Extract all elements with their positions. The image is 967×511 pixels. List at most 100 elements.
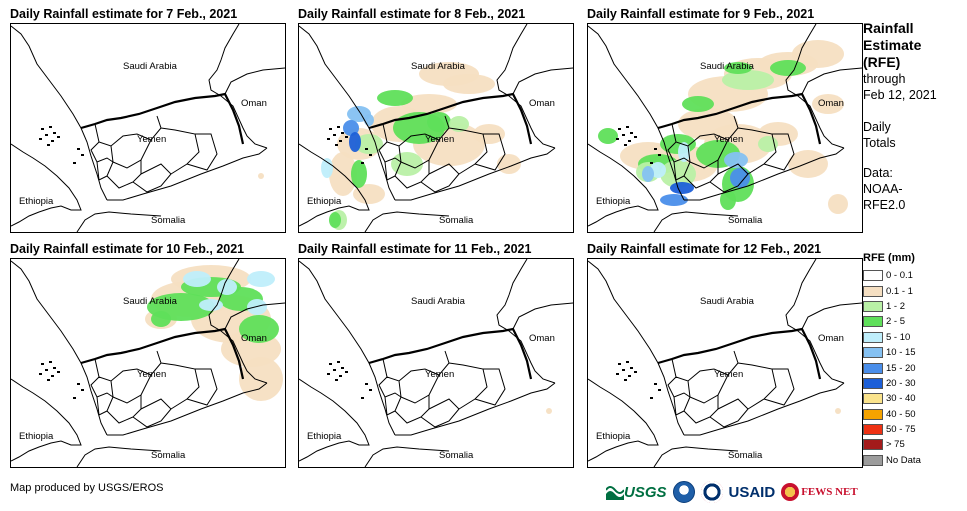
map-panel: Daily Rainfall estimate for 11 Feb., 202… (298, 242, 574, 468)
coastline (395, 382, 556, 436)
island (335, 379, 338, 381)
side-totals: Totals (863, 136, 896, 150)
fews-net-logo-text: FEWS NET (801, 486, 858, 498)
country-label-ethiopia: Ethiopia (19, 431, 54, 442)
yemen-border (657, 327, 822, 380)
rainfall-area (546, 408, 552, 414)
island (57, 136, 60, 138)
legend-swatch (863, 300, 883, 312)
country-label-somalia: Somalia (439, 215, 474, 226)
governorate-boundaries (667, 115, 795, 193)
coastline (11, 143, 82, 227)
island (345, 371, 348, 373)
rainfall-area (321, 158, 333, 178)
rainfall-area (788, 150, 828, 178)
island (53, 132, 56, 134)
rainfall-area (835, 408, 841, 414)
legend-item: 50 - 75 (863, 422, 963, 437)
map-panel: Daily Rainfall estimate for 8 Feb., 2021… (298, 7, 574, 233)
island (45, 134, 48, 136)
usgs-logo-text: USGS (624, 483, 667, 501)
island (626, 126, 629, 128)
country-label-oman: Oman (818, 98, 844, 109)
noaa-logo-icon (672, 481, 695, 503)
legend-swatch (863, 285, 883, 297)
rainfall-area (364, 114, 374, 126)
country-label-ethiopia: Ethiopia (307, 196, 342, 207)
map-svg (299, 24, 573, 232)
legend-swatch (863, 454, 883, 466)
island (650, 397, 653, 399)
country-label-somalia: Somalia (151, 450, 186, 461)
rainfall-map: Saudi Arabia Yemen Oman Ethiopia Somalia (10, 258, 286, 468)
panel-title: Daily Rainfall estimate for 7 Feb., 2021 (10, 7, 238, 21)
island (329, 363, 332, 365)
coastline (299, 25, 396, 201)
governorate-boundaries (90, 115, 218, 193)
country-label-saudi: Saudi Arabia (123, 296, 177, 307)
usaid-logo: USAID (728, 483, 776, 501)
rainfall-map: Saudi Arabia Yemen Oman Ethiopia Somalia (298, 23, 574, 233)
rainfall-area (199, 299, 223, 311)
island (634, 136, 637, 138)
country-label-yemen: Yemen (714, 134, 744, 145)
coastline (224, 302, 285, 330)
legend-item: > 75 (863, 437, 963, 452)
island (345, 136, 348, 138)
rainfall-area (351, 160, 367, 188)
country-label-saudi: Saudi Arabia (411, 61, 465, 72)
island (634, 371, 637, 373)
island (628, 140, 631, 142)
rainfall-area (792, 40, 844, 68)
side-data-source1: NOAA- (863, 182, 903, 196)
rainfall-area (770, 60, 806, 76)
island (365, 383, 368, 385)
island (39, 373, 42, 375)
island (337, 126, 340, 128)
coastline (299, 143, 370, 227)
coastline (11, 25, 108, 201)
country-label-ethiopia: Ethiopia (596, 431, 631, 442)
panel-title: Daily Rainfall estimate for 9 Feb., 2021 (587, 7, 815, 21)
side-data-source2: RFE2.0 (863, 198, 906, 212)
island (365, 148, 368, 150)
map-panel: Daily Rainfall estimate for 7 Feb., 2021… (10, 7, 286, 233)
island (45, 369, 48, 371)
coastline (107, 382, 268, 436)
island (630, 367, 633, 369)
rainfall-area (678, 142, 690, 162)
coastline (208, 24, 268, 149)
coastline (364, 211, 450, 232)
island (57, 371, 60, 373)
rainfall-area (828, 194, 848, 214)
rainfall-area (724, 62, 752, 74)
country-label-oman: Oman (529, 333, 555, 344)
coastline (653, 211, 739, 232)
rainfall-area (443, 74, 495, 94)
island (81, 154, 84, 156)
side-title-line3: (RFE) (863, 54, 901, 70)
island (622, 134, 625, 136)
country-label-saudi: Saudi Arabia (700, 61, 754, 72)
island (369, 154, 372, 156)
legend-item: 0.1 - 1 (863, 283, 963, 298)
coastline (785, 24, 845, 149)
rainfall-area (258, 173, 264, 179)
island (47, 144, 50, 146)
rainfall-map: Saudi Arabia Yemen Oman Ethiopia Somalia (298, 258, 574, 468)
legend-label: 10 - 15 (886, 347, 916, 359)
country-label-oman: Oman (241, 98, 267, 109)
coastline (684, 382, 845, 436)
coastline (395, 147, 556, 201)
coastline (496, 24, 556, 149)
legend-label: 1 - 2 (886, 300, 906, 312)
island (618, 363, 621, 365)
island (361, 397, 364, 399)
island (658, 154, 661, 156)
island (628, 375, 631, 377)
legend-swatch (863, 362, 883, 374)
island (624, 144, 627, 146)
coastline (588, 378, 659, 462)
legend-label: 30 - 40 (886, 393, 916, 405)
side-title-line2: Estimate (863, 37, 922, 53)
